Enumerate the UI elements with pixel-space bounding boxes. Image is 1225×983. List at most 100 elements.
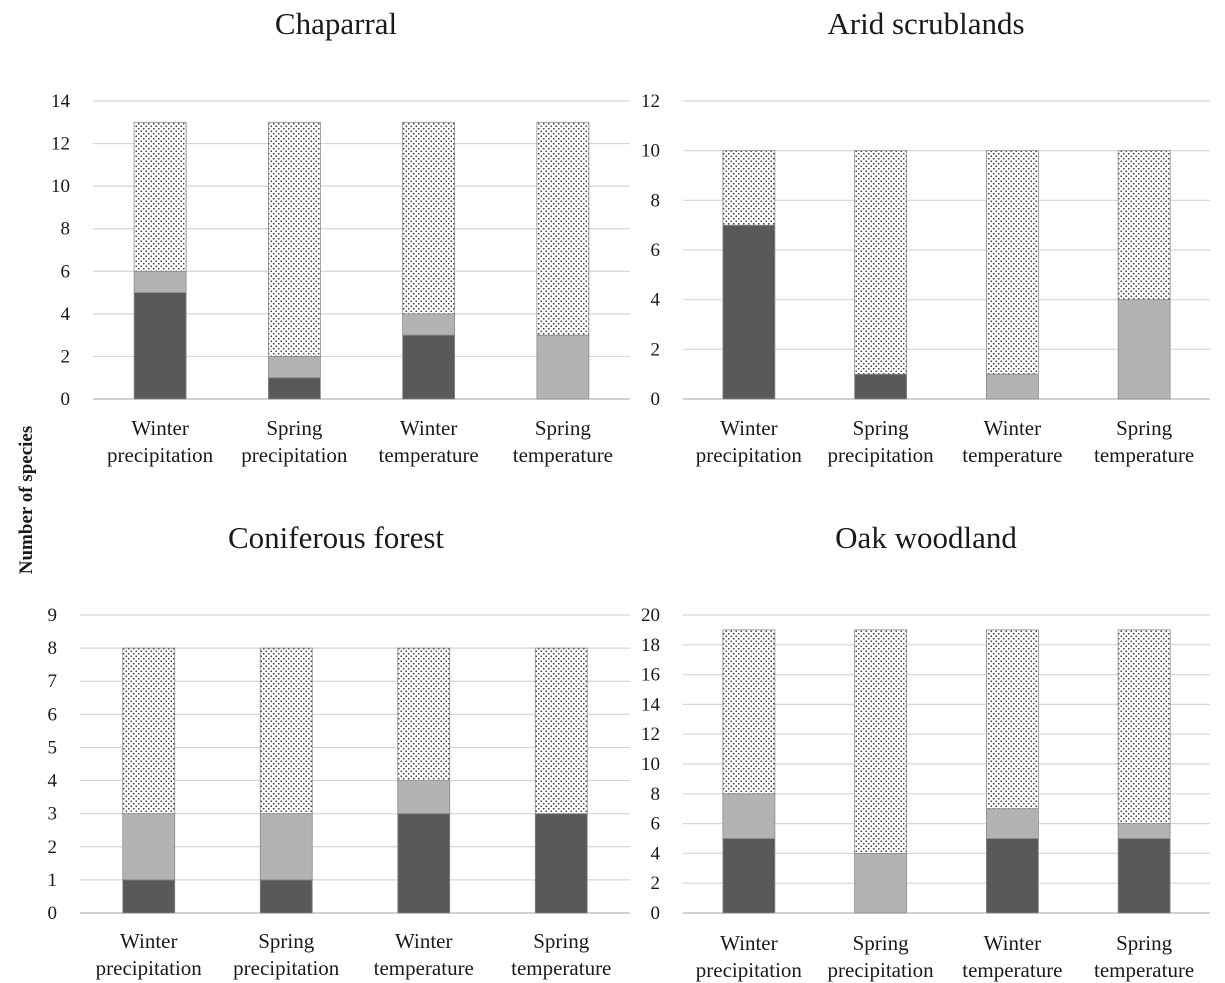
- bar-spring-precipitation-dotted: [854, 629, 908, 854]
- x-category-label: Spring: [533, 929, 590, 953]
- bar-spring-temperature-dark: [1117, 838, 1171, 914]
- bar-winter-precipitation-dotted: [722, 629, 776, 795]
- x-category-label: precipitation: [828, 958, 935, 982]
- y-tick-label: 12: [51, 134, 70, 155]
- y-tick-label: 12: [641, 91, 660, 112]
- x-category-label: temperature: [378, 443, 478, 467]
- panel-title: Coniferous forest: [228, 520, 444, 555]
- x-category-label: Winter: [395, 929, 452, 953]
- x-category-label: precipitation: [696, 958, 803, 982]
- x-category-label: Winter: [984, 416, 1041, 440]
- x-category-label: Spring: [535, 416, 592, 440]
- x-category-label: Spring: [266, 416, 323, 440]
- bar-winter-precipitation-dark: [133, 292, 187, 400]
- bar-spring-precipitation-dotted: [267, 121, 321, 357]
- y-tick-label: 8: [48, 638, 58, 659]
- y-tick-label: 8: [61, 219, 71, 240]
- x-category-label: Winter: [400, 416, 457, 440]
- y-tick-label: 2: [48, 837, 58, 858]
- bar-winter-temperature-dotted: [985, 629, 1039, 810]
- y-tick-label: 4: [651, 843, 661, 864]
- bar-spring-precipitation-light: [854, 853, 908, 914]
- bar-spring-temperature-dotted: [534, 647, 588, 815]
- bar-winter-precipitation-dark: [122, 879, 176, 914]
- y-tick-label: 0: [61, 389, 71, 410]
- x-category-label: Winter: [720, 931, 777, 955]
- bar-spring-precipitation-light: [259, 813, 313, 881]
- bar-spring-precipitation-dark: [259, 879, 313, 914]
- bar-spring-temperature-light: [1117, 823, 1171, 839]
- x-category-label: precipitation: [96, 956, 203, 980]
- bar-winter-precipitation-dark: [722, 838, 776, 914]
- y-tick-label: 2: [61, 346, 71, 367]
- bar-winter-temperature-dotted: [985, 150, 1039, 375]
- bar-spring-precipitation-dark: [267, 377, 321, 400]
- chart-panel-arid-scrublands: Arid scrublands 0 2 4 6 8 10 12 Winter precipitat…: [641, 6, 1210, 467]
- bar-winter-precipitation-dotted: [722, 150, 776, 226]
- y-tick-label: 12: [641, 724, 660, 745]
- x-category-label: precipitation: [696, 443, 803, 467]
- bar-winter-precipitation-dark: [722, 224, 776, 400]
- bar-spring-temperature-dotted: [1117, 629, 1171, 825]
- y-axis-label: Number of species: [16, 426, 37, 574]
- x-category-label: Spring: [853, 416, 910, 440]
- y-tick-label: 20: [641, 605, 660, 626]
- chart-panel-chaparral: Chaparral 0 2 4 6 8 10 12 14 Winter precipitation S…: [51, 6, 630, 467]
- panel-title: Oak woodland: [835, 520, 1017, 555]
- y-tick-label: 4: [651, 290, 661, 311]
- y-tick-label: 8: [651, 784, 661, 805]
- y-tick-label: 4: [61, 304, 71, 325]
- y-tick-label: 0: [651, 389, 661, 410]
- bar-spring-temperature-dark: [534, 813, 588, 914]
- bar-winter-temperature-light: [397, 780, 451, 815]
- x-category-label: precipitation: [107, 443, 214, 467]
- bar-winter-temperature-dotted: [402, 121, 456, 315]
- y-tick-label: 14: [641, 694, 661, 715]
- x-category-label: Winter: [131, 416, 188, 440]
- bar-winter-temperature-dotted: [397, 647, 451, 781]
- y-tick-label: 9: [48, 605, 58, 626]
- y-tick-label: 4: [48, 771, 58, 792]
- bar-winter-temperature-light: [985, 808, 1039, 839]
- x-category-label: precipitation: [241, 443, 348, 467]
- chart-panel-oak-woodland: Oak woodland 0 2 4 6 8 10 12 14 16 18 20 Winter preci…: [641, 520, 1210, 982]
- y-tick-label: 0: [48, 903, 58, 924]
- panel-title: Arid scrublands: [827, 6, 1024, 41]
- x-category-label: Spring: [853, 931, 910, 955]
- x-category-label: precipitation: [828, 443, 935, 467]
- panel-title: Chaparral: [275, 6, 397, 41]
- x-category-label: temperature: [511, 956, 611, 980]
- bar-winter-precipitation-light: [722, 793, 776, 839]
- bar-spring-precipitation-dotted: [854, 150, 908, 375]
- x-category-label: temperature: [374, 956, 474, 980]
- y-tick-label: 6: [651, 814, 661, 835]
- y-tick-label: 10: [51, 176, 70, 197]
- x-category-label: precipitation: [233, 956, 340, 980]
- bar-winter-temperature-dark: [397, 813, 451, 914]
- y-tick-label: 1: [48, 870, 58, 891]
- x-category-label: temperature: [962, 958, 1062, 982]
- y-tick-label: 18: [641, 635, 660, 656]
- chart-panel-coniferous-forest: Coniferous forest 0 1 2 3 4 5 6 7 8 9 Winter precipi…: [48, 520, 630, 980]
- x-category-label: Spring: [1116, 416, 1173, 440]
- x-category-label: temperature: [1094, 443, 1194, 467]
- y-tick-label: 10: [641, 754, 660, 775]
- x-category-label: Winter: [120, 929, 177, 953]
- bar-spring-temperature-light: [1117, 299, 1171, 400]
- x-category-label: temperature: [513, 443, 613, 467]
- x-category-label: temperature: [962, 443, 1062, 467]
- bar-spring-temperature-light: [536, 334, 590, 400]
- bar-spring-precipitation-light: [267, 356, 321, 379]
- bar-spring-temperature-dotted: [1117, 150, 1171, 301]
- y-tick-label: 6: [61, 261, 71, 282]
- y-tick-label: 0: [651, 903, 661, 924]
- bar-winter-temperature-light: [985, 373, 1039, 400]
- y-tick-label: 5: [48, 737, 58, 758]
- y-tick-label: 2: [651, 339, 661, 360]
- bar-winter-precipitation-dotted: [133, 121, 187, 272]
- y-tick-label: 2: [651, 873, 661, 894]
- bar-spring-temperature-dotted: [536, 121, 590, 336]
- bar-winter-precipitation-light: [133, 270, 187, 293]
- x-category-label: Spring: [258, 929, 315, 953]
